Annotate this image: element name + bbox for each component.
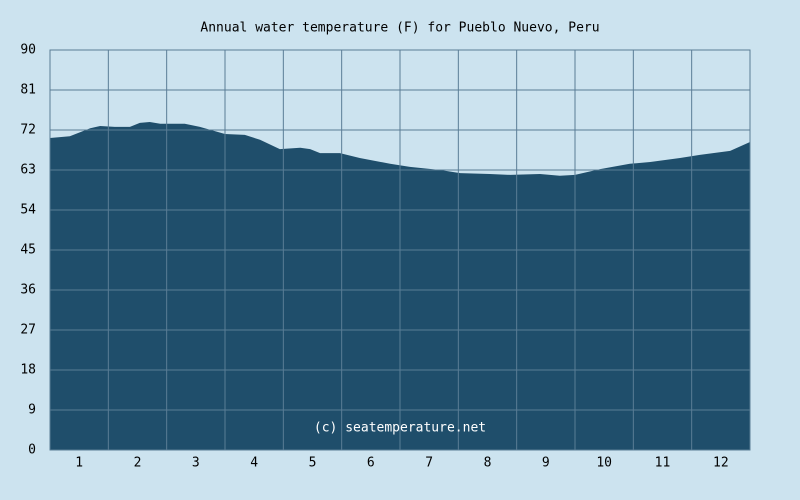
- x-tick-label: 6: [367, 456, 375, 471]
- y-tick-label: 0: [28, 443, 36, 458]
- y-tick-label: 9: [28, 403, 36, 418]
- y-tick-label: 45: [20, 243, 36, 258]
- y-tick-label: 63: [20, 163, 36, 178]
- y-tick-label: 18: [20, 363, 36, 378]
- x-tick-label: 2: [134, 456, 142, 471]
- y-tick-label: 36: [20, 283, 36, 298]
- x-tick-label: 9: [542, 456, 550, 471]
- y-tick-label: 90: [20, 43, 36, 58]
- x-tick-label: 8: [484, 456, 492, 471]
- plot-frame: [49, 49, 751, 451]
- x-tick-label: 5: [309, 456, 317, 471]
- y-tick-label: 72: [20, 123, 36, 138]
- watermark: (c) seatemperature.net: [314, 421, 486, 436]
- y-tick-label: 27: [20, 323, 36, 338]
- y-tick-label: 54: [20, 203, 36, 218]
- x-tick-label: 7: [425, 456, 433, 471]
- x-tick-label: 12: [713, 456, 729, 471]
- x-tick-label: 11: [655, 456, 671, 471]
- chart-title: Annual water temperature (F) for Pueblo …: [200, 21, 599, 36]
- x-tick-label: 10: [596, 456, 612, 471]
- y-tick-label: 81: [20, 83, 36, 98]
- x-tick-label: 4: [250, 456, 258, 471]
- x-tick-label: 1: [75, 456, 83, 471]
- x-tick-label: 3: [192, 456, 200, 471]
